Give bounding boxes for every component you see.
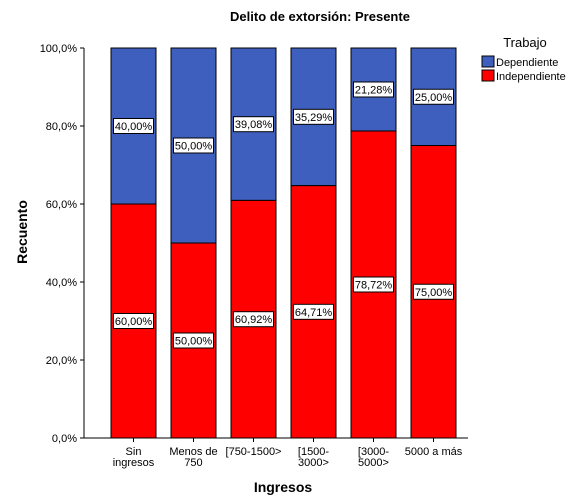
data-label-independiente: 78,72% [353,276,394,293]
data-label-dependiente: 50,00% [173,137,214,154]
data-label-box [353,81,394,98]
legend-item-independiente: Independiente [481,69,566,83]
legend-title: Trabajo [503,35,547,50]
data-label-box [413,88,454,105]
data-label-text: 25,00% [415,92,453,104]
data-label-independiente: 60,00% [113,313,154,329]
data-label-independiente: 75,00% [413,283,454,300]
data-label-box [353,276,394,293]
data-label-box [113,313,154,329]
chart-title: Delito de extorsión: Presente [230,9,410,24]
data-label-box [233,311,274,328]
data-label-text: 78,72% [355,279,393,291]
y-tick-label: 40,0% [46,277,77,289]
data-label-dependiente: 35,29% [293,108,334,125]
data-label-box [293,108,334,125]
y-tick-label: 60,0% [46,199,77,211]
y-tick-label: 100,0% [40,43,78,55]
data-label-dependiente: 40,00% [113,118,154,134]
bars-layer [110,47,457,439]
x-tick-label: Menos de 750 [169,446,217,469]
data-label-text: 75,00% [415,287,453,299]
data-label-text: 21,28% [355,84,393,96]
data-label-box [173,137,214,154]
data-label-box [413,283,454,300]
data-label-text: 35,29% [295,112,333,124]
data-label-box [113,118,154,134]
data-label-text: 60,92% [235,314,273,326]
legend-swatch [481,69,495,82]
x-tick-label: [1500-3000> [298,446,330,469]
y-tick-label: 80,0% [46,121,77,133]
data-label-independiente: 50,00% [173,332,214,349]
labels-layer: 40,00% 60,00% 50,00% 50,00% 39,08% 60,92% 35,2… [113,81,454,349]
data-label-box [233,116,274,133]
y-tick-label: 0,0% [52,433,77,445]
data-label-text: 50,00% [175,141,213,153]
axes-layer: Sin ingresos Menos de 750 [750-1500> [1500-30… [40,43,468,469]
data-label-independiente: 60,92% [233,311,274,328]
x-tick-label: 5000 a más [405,446,463,458]
data-label-text: 50,00% [175,336,213,348]
data-label-text: 60,00% [115,316,153,328]
legend-item-dependiente: Dependiente [481,55,558,69]
data-label-box [173,332,214,349]
data-label-text: 39,08% [235,119,273,131]
legend-swatch [481,55,495,68]
data-label-text: 40,00% [115,121,153,133]
legend-label: Dependiente [496,57,558,69]
data-label-dependiente: 25,00% [413,88,454,105]
x-tick-label: Sin ingresos [113,446,155,469]
x-axis-title: Ingresos [254,479,313,495]
x-tick-label: [750-1500> [226,446,282,458]
legend: Trabajo Dependiente Independiente [481,35,566,83]
legend-label: Independiente [496,71,566,83]
x-tick-label: [3000-5000> [358,446,390,469]
data-label-dependiente: 21,28% [353,81,394,98]
data-label-dependiente: 39,08% [233,116,274,133]
y-axis-title: Recuento [14,200,30,264]
data-label-box [293,303,334,320]
data-label-independiente: 64,71% [293,303,334,320]
y-tick-label: 20,0% [46,355,77,367]
data-label-text: 64,71% [295,307,333,319]
